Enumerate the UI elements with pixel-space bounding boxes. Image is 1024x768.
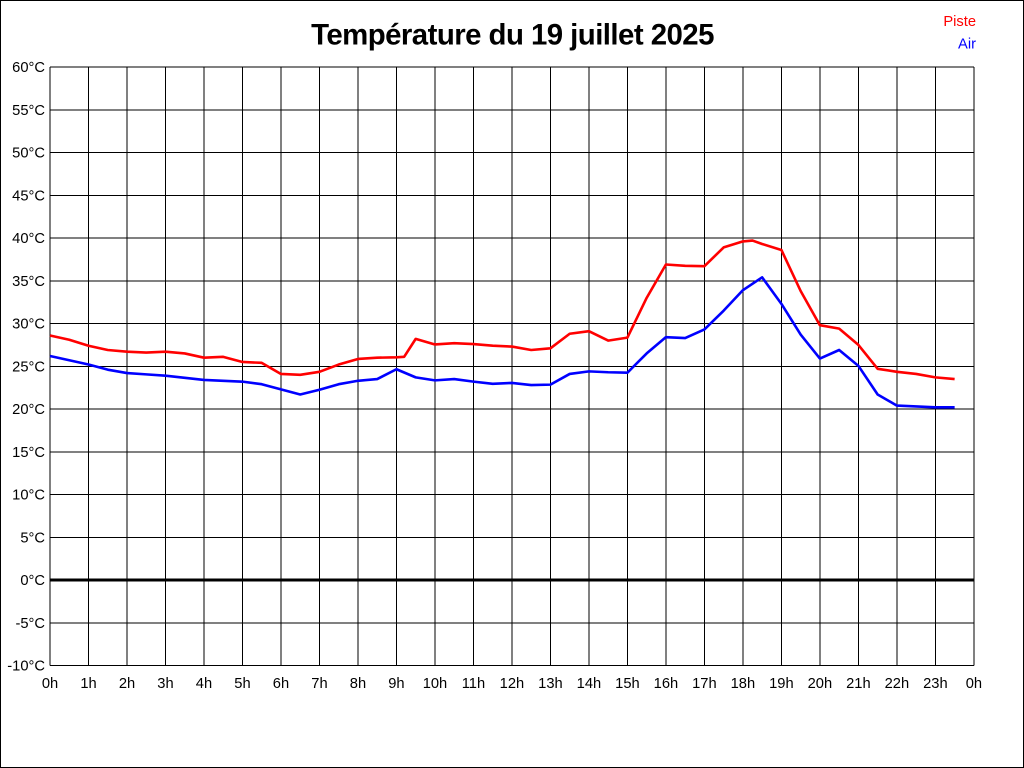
svg-text:50°C: 50°C [12,146,45,162]
svg-text:35°C: 35°C [12,274,45,290]
svg-text:17h: 17h [692,676,717,692]
svg-text:11h: 11h [462,676,485,692]
svg-text:Air: Air [958,37,976,53]
svg-text:10°C: 10°C [12,488,45,504]
svg-text:0°C: 0°C [20,573,45,589]
svg-text:19h: 19h [769,676,794,692]
svg-text:0h: 0h [42,676,58,692]
svg-text:-10°C: -10°C [7,659,45,675]
svg-text:14h: 14h [577,676,602,692]
svg-text:4h: 4h [196,676,212,692]
svg-text:5h: 5h [234,676,250,692]
svg-text:9h: 9h [388,676,404,692]
svg-text:3h: 3h [157,676,173,692]
svg-text:25°C: 25°C [12,359,45,375]
svg-text:18h: 18h [731,676,756,692]
svg-text:15h: 15h [615,676,640,692]
svg-text:20h: 20h [808,676,833,692]
svg-text:60°C: 60°C [12,60,45,76]
svg-text:16h: 16h [654,676,679,692]
svg-text:23h: 23h [923,676,948,692]
svg-text:6h: 6h [273,676,289,692]
svg-text:1h: 1h [80,676,96,692]
svg-text:21h: 21h [846,676,871,692]
svg-text:55°C: 55°C [12,103,45,119]
svg-text:30°C: 30°C [12,317,45,333]
svg-text:-5°C: -5°C [15,616,45,632]
svg-text:Piste: Piste [943,14,976,30]
svg-text:40°C: 40°C [12,231,45,247]
svg-text:12h: 12h [500,676,525,692]
svg-text:5°C: 5°C [20,530,45,546]
svg-text:22h: 22h [885,676,910,692]
svg-text:7h: 7h [311,676,327,692]
svg-text:8h: 8h [350,676,366,692]
svg-text:10h: 10h [423,676,448,692]
svg-text:0h: 0h [966,676,982,692]
svg-text:15°C: 15°C [12,445,45,461]
svg-text:45°C: 45°C [12,188,45,204]
svg-text:20°C: 20°C [12,402,45,418]
svg-text:2h: 2h [119,676,135,692]
svg-text:13h: 13h [538,676,563,692]
svg-text:Température du 19 juillet 2025: Température du 19 juillet 2025 [311,18,714,51]
